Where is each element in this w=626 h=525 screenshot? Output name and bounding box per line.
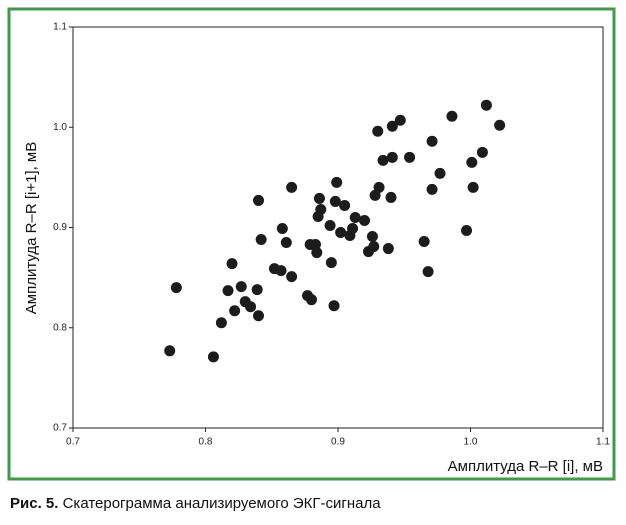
point	[386, 151, 398, 163]
point	[480, 99, 492, 111]
y-tick-label: 1.0	[53, 122, 67, 133]
x-tick-label: 1.0	[464, 437, 478, 448]
x-tick-label: 0.8	[199, 437, 213, 448]
point	[426, 135, 438, 147]
y-tick-label: 1.1	[53, 22, 67, 33]
point	[251, 284, 263, 296]
point	[286, 181, 298, 193]
point	[422, 266, 434, 278]
point	[372, 125, 384, 137]
point	[339, 199, 351, 211]
point	[315, 203, 327, 215]
point	[215, 317, 227, 329]
point	[434, 167, 446, 179]
point	[426, 183, 438, 195]
point	[466, 156, 478, 168]
point	[467, 181, 479, 193]
point	[368, 241, 380, 253]
point	[359, 214, 370, 226]
point	[306, 294, 317, 306]
point	[253, 194, 264, 206]
point	[245, 301, 257, 313]
point	[476, 146, 488, 158]
point	[207, 351, 219, 363]
point	[394, 114, 406, 126]
point	[349, 211, 361, 223]
point	[229, 305, 241, 317]
point	[313, 192, 325, 204]
point	[328, 300, 340, 312]
point	[347, 223, 359, 235]
point	[404, 151, 416, 163]
point	[280, 237, 292, 249]
x-tick-label: 0.9	[331, 437, 345, 448]
point	[253, 310, 264, 322]
x-tick-label: 0.7	[66, 437, 80, 448]
point	[418, 236, 430, 248]
point	[226, 258, 238, 270]
point	[382, 243, 394, 255]
y-tick-label: 0.9	[53, 222, 67, 233]
point	[335, 227, 347, 239]
point	[286, 271, 298, 283]
point	[385, 191, 397, 203]
y-tick-label: 0.8	[53, 322, 67, 333]
point	[494, 119, 506, 131]
point	[373, 181, 385, 193]
point	[164, 345, 176, 357]
point	[222, 285, 234, 297]
y-tick-label: 0.7	[53, 423, 67, 434]
point	[366, 231, 378, 243]
point	[324, 219, 336, 231]
point	[461, 225, 473, 237]
point	[276, 223, 288, 235]
caption-label: Рис. 5.	[10, 495, 58, 512]
x-tick-label: 1.1	[596, 437, 610, 448]
point	[235, 281, 247, 293]
point	[170, 282, 182, 294]
point	[255, 234, 267, 246]
point	[275, 265, 287, 277]
point	[446, 110, 458, 122]
point	[377, 154, 389, 166]
caption: Рис. 5. Скатерограмма анализируемого ЭКГ…	[10, 495, 381, 512]
y-axis-label: Амплитуда R–R [i+1], мВ	[23, 142, 40, 314]
point	[331, 176, 343, 188]
point	[386, 120, 398, 132]
caption-text: Скатерограмма анализируемого ЭКГ-сигнала	[63, 495, 382, 512]
point	[325, 257, 337, 269]
point	[329, 195, 341, 207]
point	[311, 247, 323, 259]
x-axis-label: Амплитуда R–R [i], мВ	[448, 458, 603, 475]
